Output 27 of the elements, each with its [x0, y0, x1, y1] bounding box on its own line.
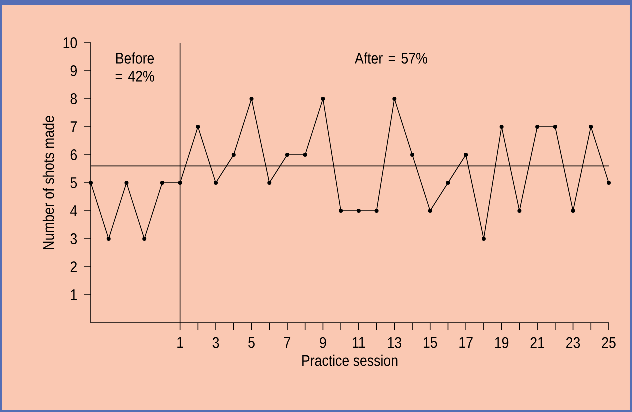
y-axis-title: Number of shots made [42, 116, 54, 250]
x-tick-label: 15 [424, 337, 438, 348]
y-tick-label: 4 [70, 206, 78, 216]
x-tick-label: 21 [530, 337, 544, 348]
x-tick-label: 9 [320, 337, 326, 348]
y-tick-label: 10 [64, 38, 78, 48]
annotation: After = 57% [354, 52, 428, 64]
y-tick-label: 5 [70, 178, 78, 188]
y-tick-label: 3 [70, 234, 78, 244]
y-tick-label: 7 [70, 122, 77, 132]
x-tick-label: 25 [602, 337, 616, 348]
x-tick-label: 17 [460, 337, 473, 348]
x-tick-label: 5 [248, 337, 255, 348]
y-tick-label: 9 [70, 66, 78, 76]
y-tick-label: 2 [70, 262, 77, 272]
annotation: Before = 42% [116, 52, 154, 82]
y-tick-label: 6 [70, 150, 78, 160]
x-tick-label: 19 [495, 337, 509, 348]
x-axis-title: Practice session [302, 354, 398, 366]
x-tick-label: 23 [566, 337, 580, 348]
x-tick-label: 7 [284, 337, 291, 348]
y-tick-label: 8 [70, 94, 78, 104]
x-tick-label: 3 [212, 337, 220, 348]
x-tick-label: 1 [178, 337, 184, 348]
x-tick-label: 11 [353, 337, 366, 348]
y-tick-label: 1 [71, 290, 77, 300]
x-tick-label: 13 [388, 337, 402, 348]
